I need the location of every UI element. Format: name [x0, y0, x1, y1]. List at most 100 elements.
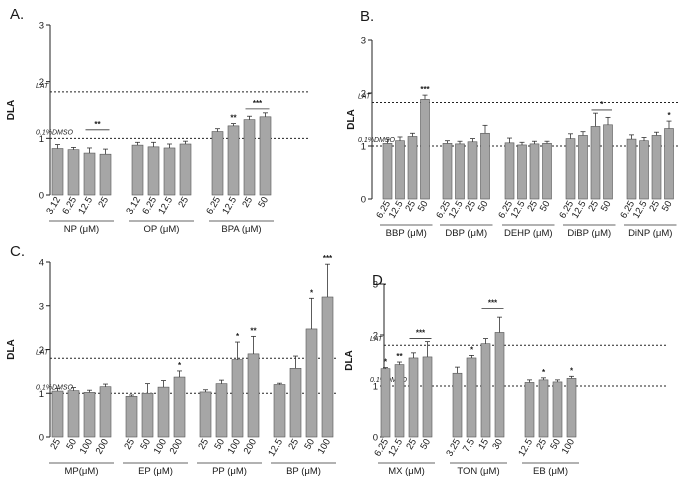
panel-c-significance-star: **	[250, 326, 257, 335]
panel-c-category-label: 200	[242, 437, 259, 456]
panel-a-category-label: 25	[96, 195, 111, 210]
panel-a-category-label: 25	[176, 195, 191, 210]
panel-a-bar	[147, 146, 160, 196]
panel-c-bar	[83, 392, 96, 438]
panel-c-group-label: EP (μM)	[138, 466, 173, 477]
panel-c-category-label: 25	[286, 437, 301, 452]
panel-c-category-label: 100	[316, 437, 333, 456]
panel-c-bar	[231, 359, 244, 438]
panel-b-group-label: DiBP (μM)	[567, 228, 611, 239]
panel-b-bar	[420, 99, 430, 200]
panel-a-category-label: 12.5	[220, 195, 239, 217]
panel-c-significance-star: *	[310, 288, 314, 297]
panel-a-group-label: BPA (μM)	[221, 224, 261, 235]
panel-d-bar	[422, 356, 433, 438]
panel-b-significance-star: *	[667, 111, 671, 120]
panel-c-bar	[199, 391, 212, 438]
panel-c-ref-label-dmso: 0.1%DMSO	[36, 384, 74, 391]
panel-c-category-label: 12.5	[266, 437, 285, 459]
panel-c-bar	[215, 383, 228, 438]
panel-a-category-label: 25	[240, 195, 255, 210]
panel-d-bar	[566, 378, 577, 438]
panel-a-category-label: 12.5	[76, 195, 95, 217]
panel-a-significance-star: **	[230, 114, 237, 123]
panel-a-bar	[243, 119, 256, 196]
panel-d-ytick-label: 1	[373, 382, 378, 393]
panel-b-bar	[407, 136, 418, 200]
panel-a-category-label: 3.12	[124, 195, 143, 217]
panel-b-category-label: 50	[416, 199, 431, 214]
panel-c-category-label: 100	[78, 437, 95, 456]
panel-b-bar	[664, 128, 674, 200]
panel-b-category-label: 12.5	[509, 199, 528, 221]
panel-c-ytick-label: 4	[39, 258, 44, 269]
panel-a-ytick-label: 1	[39, 134, 44, 145]
panel-a-group-label: OP (μM)	[144, 224, 180, 235]
panel-c-ytick-label: 3	[39, 301, 44, 312]
panel-b-category-label: 50	[660, 199, 675, 214]
panel-a-label: A.	[10, 6, 24, 23]
panel-d-category-label: 30	[490, 437, 505, 452]
panel-c-category-label: 100	[152, 437, 169, 456]
panel-d-ytick-label: 2	[373, 331, 378, 342]
panel-c-category-label: 200	[94, 437, 111, 456]
panel-c-bar	[125, 396, 138, 438]
panel-b-bar	[651, 135, 662, 200]
panel-a-category-label: 6.25	[204, 195, 223, 217]
panel-b-category-label: 25	[525, 199, 540, 214]
panel-c-bar	[289, 368, 302, 438]
panel-d-bar	[466, 357, 477, 438]
panel-a-category-label: 3.12	[44, 195, 63, 217]
panel-b-group-label: DBP (μM)	[445, 228, 487, 239]
panel-b-bar	[395, 140, 405, 200]
panel-d-significance-star: *	[542, 368, 546, 377]
panel-a-bar	[163, 147, 176, 196]
panel-d-bar	[408, 357, 419, 438]
panel-b-bar	[578, 135, 588, 200]
panel-a-ytick-label: 0	[39, 191, 44, 202]
panel-d-bar	[524, 382, 535, 438]
panel-b-bar	[480, 132, 490, 200]
panel-a-category-label: 6.25	[140, 195, 159, 217]
panel-b-bar	[529, 143, 540, 200]
panel-b-ytick-label: 0	[361, 195, 366, 206]
panel-a-bar	[131, 144, 144, 196]
panel-c-group-label: BP (μM)	[286, 466, 321, 477]
panel-b-category-label: 50	[599, 199, 614, 214]
panel-d-bar	[452, 372, 463, 438]
panel-a-ref-label-dmso: 0.1%DMSO	[36, 129, 74, 136]
panel-d-bar	[494, 332, 505, 438]
panel-c-category-label: 50	[138, 437, 153, 452]
panel-c-bar	[305, 328, 318, 438]
panel-b-bar	[455, 143, 465, 200]
panel-c-bar	[247, 353, 260, 438]
panel-d-category-label: 25	[404, 437, 419, 452]
panel-b-bar	[382, 143, 393, 200]
panel-d-bar	[394, 364, 405, 438]
panel-c-group-label: PP (μM)	[212, 466, 247, 477]
panel-b-bar	[467, 141, 478, 200]
panel-c-significance-star: *	[178, 361, 182, 370]
panel-a-bar	[67, 149, 80, 196]
panel-d-ylabel: DLA	[344, 350, 355, 371]
panel-a-bar	[259, 116, 272, 196]
panel-b-bar	[590, 126, 601, 200]
panel-c-bar	[67, 390, 80, 438]
panel-d-category-label: 15	[476, 437, 491, 452]
panel-d-bar	[380, 368, 391, 438]
panel-d-significance-star: *	[384, 358, 388, 367]
panel-c-bar	[273, 384, 286, 438]
panel-b-ytick-label: 1	[361, 142, 366, 153]
panel-c-category-label: 50	[302, 437, 317, 452]
panel-a-ytick-label: 2	[39, 77, 44, 88]
panel-c-ytick-label: 2	[39, 345, 44, 356]
panel-c-ylabel: DLA	[6, 339, 17, 360]
panel-c-ref-label-lat: LAT	[36, 349, 49, 356]
panel-d-ytick-label: 0	[373, 433, 378, 444]
panel-a-bar	[83, 152, 96, 196]
panel-d-bar	[480, 343, 491, 438]
panel-d-group-label: EB (μM)	[533, 466, 568, 477]
panel-a-bar	[99, 153, 112, 196]
panel-c-category-label: 25	[196, 437, 211, 452]
panel-d-ytick-label: 3	[373, 280, 378, 291]
